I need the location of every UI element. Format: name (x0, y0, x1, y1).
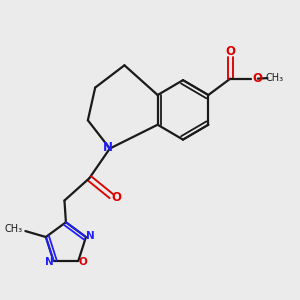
Text: O: O (253, 72, 263, 85)
Text: CH₃: CH₃ (5, 224, 23, 234)
Text: N: N (86, 231, 94, 241)
Text: CH₃: CH₃ (266, 73, 284, 83)
Text: O: O (78, 257, 87, 267)
Text: N: N (45, 257, 54, 267)
Text: N: N (103, 141, 113, 154)
Text: O: O (225, 45, 235, 58)
Text: O: O (112, 191, 122, 204)
